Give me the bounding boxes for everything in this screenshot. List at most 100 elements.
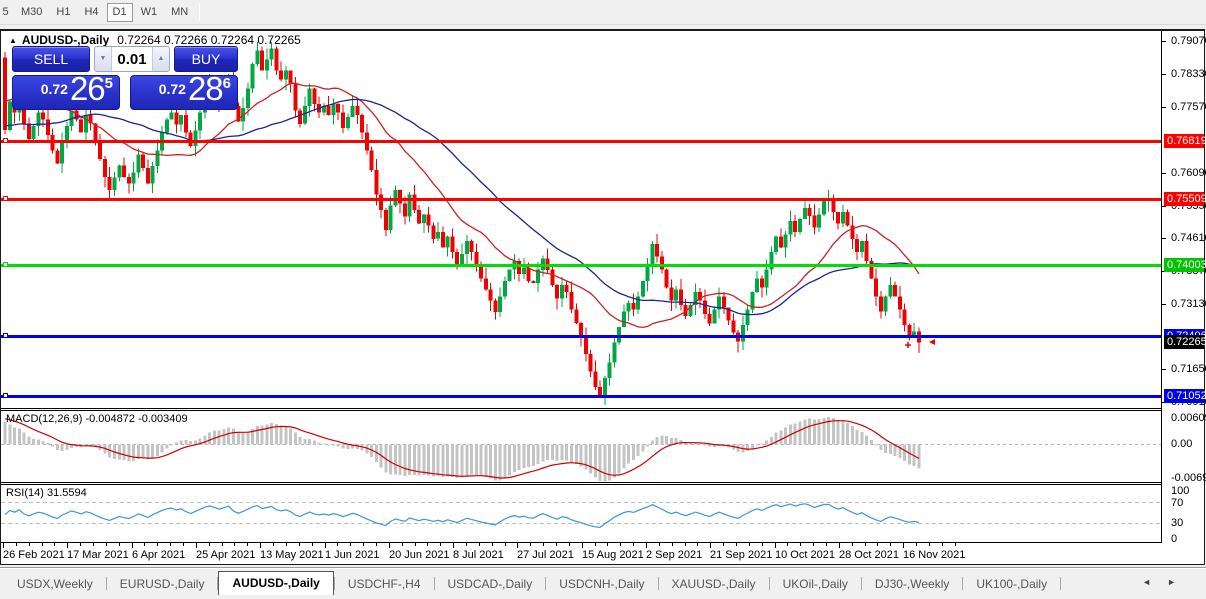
- price-tick-mark: [1162, 238, 1166, 239]
- date-tick-mark: [685, 543, 686, 546]
- date-axis-label: 10 Oct 2021: [775, 549, 835, 561]
- price-tick-mark: [1162, 304, 1166, 305]
- lot-size-spinner: ▼ ▲: [94, 46, 170, 72]
- timeframe-button-m30[interactable]: M30: [21, 5, 43, 18]
- lot-increase-icon[interactable]: ▲: [152, 47, 169, 71]
- timeframe-toolbar: 5 M30 H1 H4 D1 W1 MN: [0, 0, 1206, 25]
- date-tick-mark: [80, 543, 81, 546]
- rsi-axis-label: 30: [1171, 517, 1184, 529]
- date-tick-mark: [16, 543, 17, 546]
- pane-divider[interactable]: [1, 482, 1204, 485]
- sell-price-box[interactable]: 0.72265: [12, 75, 120, 110]
- lot-size-input[interactable]: [112, 47, 152, 71]
- date-tick-mark: [646, 543, 647, 548]
- date-tick-mark: [543, 543, 544, 546]
- date-tick-mark: [337, 543, 338, 546]
- date-tick-mark: [736, 543, 737, 546]
- date-axis-label: 25 Apr 2021: [196, 549, 256, 561]
- chart-tab-xauusd-daily[interactable]: XAUUSD-,Daily: [671, 577, 756, 591]
- date-tick-mark: [607, 543, 608, 546]
- horizontal-level-line-0.75509[interactable]: [1, 198, 1161, 201]
- date-tick-mark: [672, 543, 673, 546]
- date-tick-mark: [903, 543, 904, 548]
- level-handle[interactable]: [3, 333, 8, 338]
- timeframe-button-h1[interactable]: H1: [56, 5, 71, 18]
- horizontal-level-line-0.72406[interactable]: [1, 335, 1161, 338]
- date-tick-mark: [929, 543, 930, 546]
- collapse-quote-panel-icon[interactable]: ▲: [9, 36, 17, 45]
- date-axis-label: 26 Feb 2021: [3, 549, 65, 561]
- date-tick-mark: [517, 543, 518, 548]
- chart-tab-eurusd-daily[interactable]: EURUSD-,Daily: [119, 577, 205, 591]
- date-tick-mark: [54, 543, 55, 546]
- horizontal-level-line-0.71052[interactable]: [1, 395, 1161, 398]
- date-tick-mark: [620, 543, 621, 546]
- date-axis-label: 6 Apr 2021: [132, 549, 186, 561]
- timeframe-button-mn[interactable]: MN: [171, 5, 189, 18]
- date-tick-mark: [826, 543, 827, 546]
- timeframe-button-d1[interactable]: D1: [106, 2, 133, 22]
- chart-tab-audusd-daily[interactable]: AUDUSD-,Daily: [218, 571, 334, 595]
- tab-scroll-left-icon[interactable]: ◄: [1142, 577, 1168, 587]
- price-axis-line: [1161, 31, 1162, 543]
- level-handle[interactable]: [3, 262, 8, 267]
- date-axis-label: 20 Jun 2021: [389, 549, 450, 561]
- rsi-indicator-pane: RSI(14) 31.5594: [1, 485, 1161, 542]
- date-tick-mark: [916, 543, 917, 546]
- buy-button[interactable]: BUY: [174, 46, 238, 72]
- level-handle[interactable]: [3, 196, 8, 201]
- date-tick-mark: [247, 543, 248, 546]
- tab-scroll-arrows: ◄►: [1142, 577, 1192, 587]
- date-tick-mark: [209, 543, 210, 546]
- chart-tab-usdx-weekly[interactable]: USDX,Weekly: [17, 577, 93, 591]
- date-tick-mark: [942, 543, 943, 546]
- buy-price-big: 28: [187, 75, 224, 107]
- date-tick-mark: [492, 543, 493, 546]
- price-tick-mark: [1162, 41, 1166, 42]
- chart-tab-usdcnh-daily[interactable]: USDCNH-,Daily: [559, 577, 645, 591]
- timeframe-button-h4[interactable]: H4: [84, 5, 99, 18]
- level-handle[interactable]: [3, 393, 8, 398]
- date-tick-mark: [813, 543, 814, 546]
- date-tick-mark: [157, 543, 158, 546]
- horizontal-level-line-0.76819[interactable]: [1, 140, 1161, 143]
- date-tick-mark: [569, 543, 570, 546]
- date-tick-mark: [376, 543, 377, 546]
- date-tick-mark: [440, 543, 441, 546]
- current-price-badge: 0.72265: [1164, 335, 1206, 349]
- chart-window: ▲ AUDUSD-,Daily 0.72264 0.72266 0.72264 0.…: [0, 29, 1206, 565]
- chart-tab-dj30-weekly[interactable]: DJ30-,Weekly: [874, 577, 950, 591]
- date-axis-label: 27 Jul 2021: [517, 549, 574, 561]
- rsi-chart-canvas: [1, 502, 1161, 529]
- pane-divider[interactable]: [1, 408, 1204, 411]
- lot-decrease-icon[interactable]: ▼: [95, 47, 112, 71]
- timeframe-button-5[interactable]: 5: [2, 5, 9, 18]
- date-axis-label: 13 May 2021: [260, 549, 324, 561]
- date-axis-label: 2 Sep 2021: [646, 549, 703, 561]
- date-tick-mark: [530, 543, 531, 546]
- date-axis-label: 16 Nov 2021: [903, 549, 966, 561]
- date-tick-mark: [479, 543, 480, 546]
- chart-tab-usdcad-daily[interactable]: USDCAD-,Daily: [447, 577, 533, 591]
- buy-price-box[interactable]: 0.72286: [130, 75, 238, 110]
- sell-price-big: 26: [69, 75, 106, 107]
- macd-chart-canvas: [1, 417, 1161, 482]
- date-tick-mark: [222, 543, 223, 546]
- chart-tab-ukoil-daily[interactable]: UKOil-,Daily: [782, 577, 848, 591]
- timeframe-button-w1[interactable]: W1: [140, 5, 158, 18]
- horizontal-level-line-0.74003[interactable]: [1, 264, 1161, 267]
- level-handle[interactable]: [3, 138, 8, 143]
- tab-scroll-right-icon[interactable]: ►: [1167, 577, 1192, 587]
- date-tick-mark: [890, 543, 891, 546]
- sell-button[interactable]: SELL: [12, 46, 90, 72]
- tab-separator: [545, 577, 547, 590]
- chart-tab-uk100-daily[interactable]: UK100-,Daily: [976, 577, 1048, 591]
- chart-tab-usdchf-h4[interactable]: USDCHF-,H4: [347, 577, 421, 591]
- date-tick-mark: [556, 543, 557, 546]
- date-tick-mark: [466, 543, 467, 546]
